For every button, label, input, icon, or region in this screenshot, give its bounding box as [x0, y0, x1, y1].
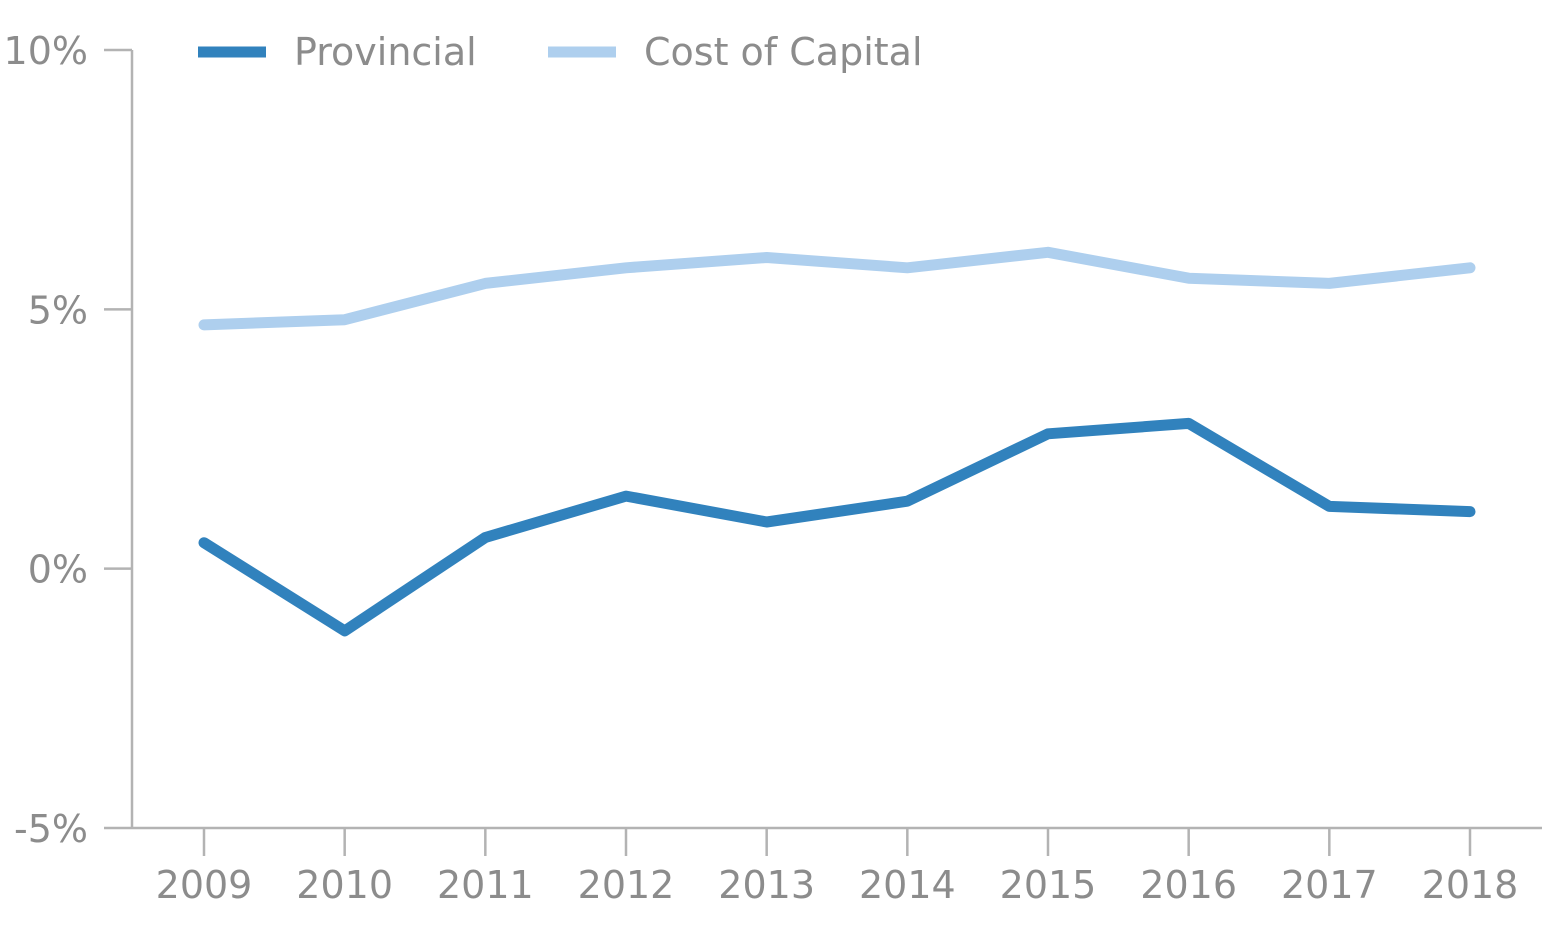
x-tick-label: 2011 — [437, 863, 534, 907]
x-tick-label: 2013 — [718, 863, 815, 907]
x-tick-label: 2009 — [156, 863, 253, 907]
x-tick-label: 2010 — [296, 863, 393, 907]
x-tick-label: 2012 — [578, 863, 675, 907]
x-tick-label: 2017 — [1281, 863, 1378, 907]
series-layer — [198, 246, 1476, 637]
y-tick-label: -5% — [14, 807, 88, 851]
legend: Provincial Cost of Capital — [198, 30, 923, 74]
y-tick-label: 10% — [4, 29, 88, 73]
series-line-cost-of-capital — [198, 246, 1476, 331]
axes: 10% 5% 0% -5% 2009 2010 2011 2012 2013 2014 2015 20… — [4, 29, 1542, 907]
y-tick-label: 5% — [28, 288, 88, 332]
series-line-provincial — [198, 417, 1476, 637]
legend-label-cost-of-capital: Cost of Capital — [644, 30, 923, 74]
x-tick-label: 2014 — [859, 863, 956, 907]
y-tick-label: 0% — [28, 548, 88, 592]
x-tick-label: 2016 — [1140, 863, 1237, 907]
x-tick-label: 2018 — [1422, 863, 1519, 907]
legend-label-provincial: Provincial — [294, 30, 477, 74]
x-tick-label: 2015 — [1000, 863, 1097, 907]
